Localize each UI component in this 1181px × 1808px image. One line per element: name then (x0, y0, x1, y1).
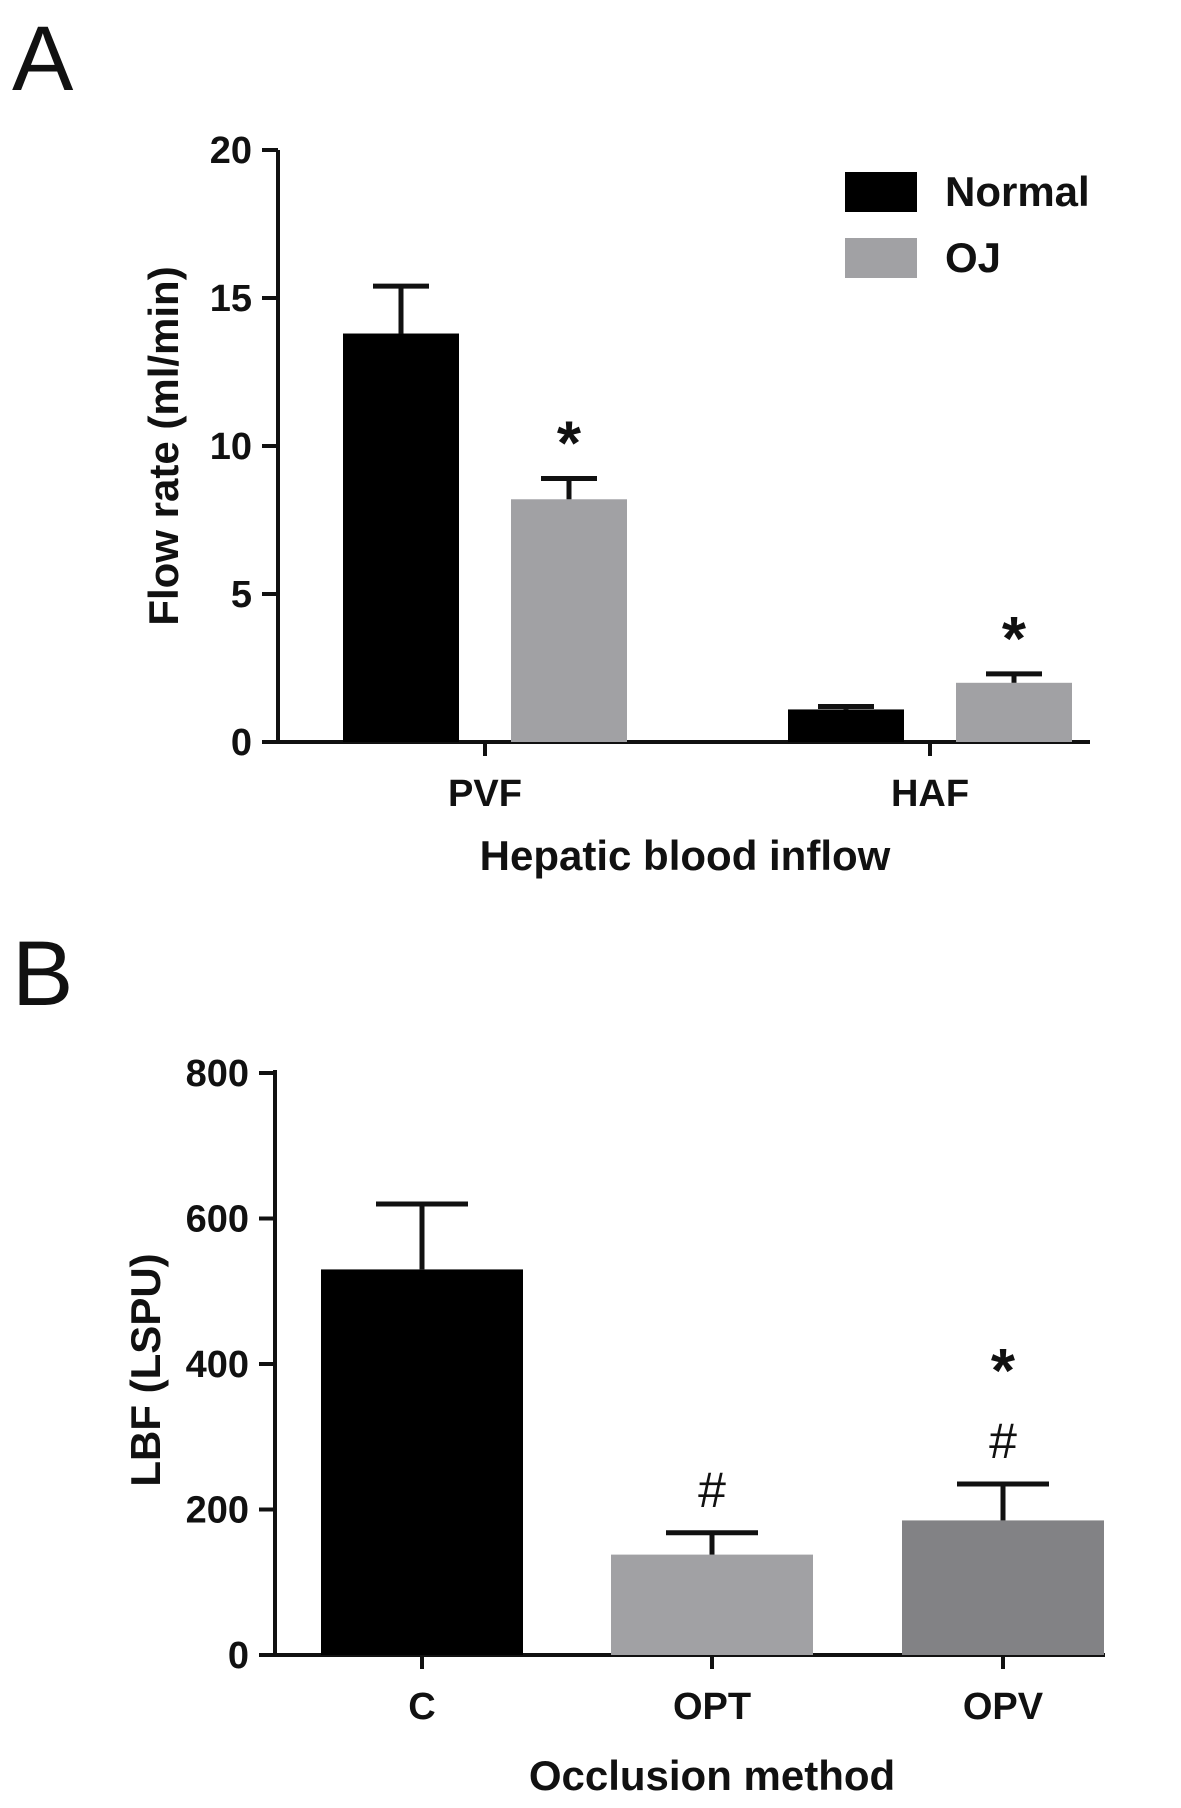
panel-b-x-categories: C OPT OPV (408, 1655, 1044, 1728)
panel-a-x-categories: PVF HAF (448, 742, 969, 815)
panel-a-y-tick-label: 0 (231, 722, 252, 764)
bar-haf-oj (956, 682, 1072, 742)
legend-swatch-normal (845, 172, 917, 212)
bar-pvf-normal (343, 333, 459, 742)
panel-a-y-ticks: 0 5 10 15 20 (210, 130, 278, 764)
panel-b-error-bars (376, 1201, 1049, 1555)
significance-marker-opv-hash: # (989, 1413, 1017, 1469)
legend-label-oj: OJ (945, 234, 1001, 281)
significance-marker-haf: * (1002, 605, 1027, 674)
panel-a-y-tick-label: 5 (231, 574, 252, 616)
panel-b-letter: B (12, 923, 73, 1025)
panel-a-y-tick-label: 10 (210, 426, 252, 468)
bar-opt (611, 1554, 813, 1655)
panel-a-annotations: ** (557, 410, 1027, 674)
panel-a-bars (343, 333, 1072, 742)
panel-a-x-axis-title: Hepatic blood inflow (480, 832, 891, 879)
significance-marker-opv-star: * (991, 1337, 1016, 1406)
panel-b-annotations: # # * (698, 1337, 1017, 1518)
bar-opv (902, 1520, 1104, 1655)
panel-b-y-tick-label: 600 (186, 1199, 249, 1241)
significance-marker-opt-hash: # (698, 1462, 726, 1518)
panel-b-x-label-c: C (408, 1686, 435, 1728)
panel-b-bars (321, 1269, 1104, 1655)
panel-a-y-tick-label: 20 (210, 130, 252, 172)
panel-b-x-label-opv: OPV (963, 1686, 1044, 1728)
legend-label-normal: Normal (945, 168, 1090, 215)
bar-c (321, 1269, 523, 1655)
panel-b-y-tick-label: 800 (186, 1053, 249, 1095)
bar-pvf-oj (511, 499, 627, 742)
panel-a-error-bars (373, 283, 1042, 710)
panel-a-legend: Normal OJ (845, 168, 1090, 281)
panel-b-x-axis-title: Occlusion method (529, 1752, 895, 1799)
panel-a-x-label-pvf: PVF (448, 773, 522, 815)
bar-haf-normal (788, 709, 904, 742)
panel-b-y-tick-label: 0 (228, 1635, 249, 1677)
panel-b-y-axis-title: LBF (LSPU) (122, 1253, 169, 1486)
panel-b-y-tick-label: 200 (186, 1490, 249, 1532)
panel-a-y-axis-title: Flow rate (ml/min) (140, 266, 187, 625)
significance-marker-pvf: * (557, 410, 582, 479)
panel-a-y-tick-label: 15 (210, 278, 252, 320)
panel-b-x-label-opt: OPT (673, 1686, 751, 1728)
panel-b-y-tick-label: 400 (186, 1344, 249, 1386)
panel-b-y-ticks: 0 200 400 600 800 (186, 1053, 275, 1677)
legend-swatch-oj (845, 238, 917, 278)
panel-a-x-label-haf: HAF (891, 773, 969, 815)
panel-a-letter: A (12, 8, 74, 110)
panel-b: B 0 200 400 600 800 # # * C OPT OPV Occlusion me… (12, 923, 1105, 1799)
